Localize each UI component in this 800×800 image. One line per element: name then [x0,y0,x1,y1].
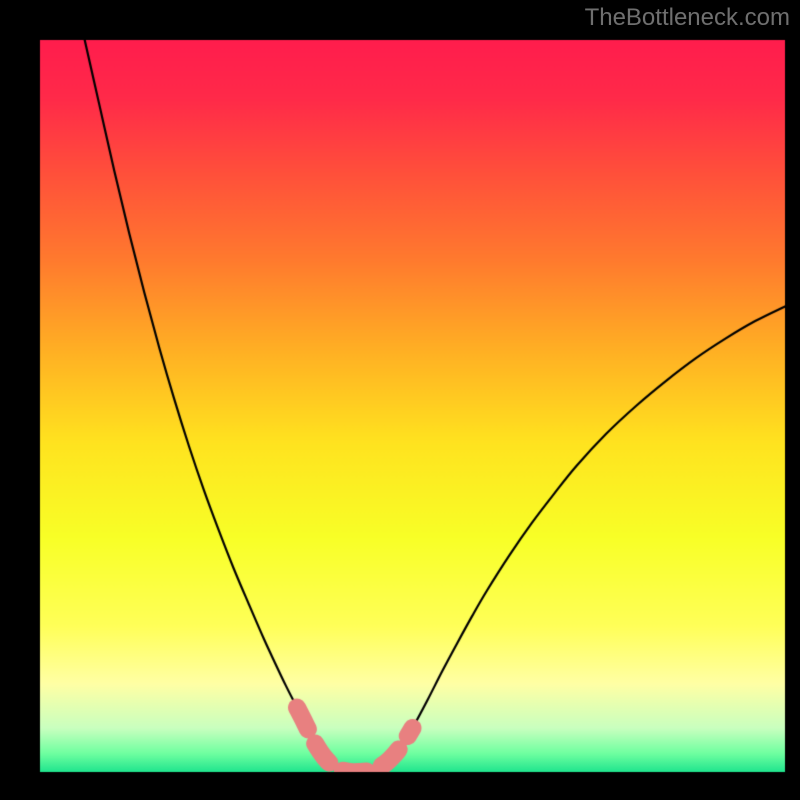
bottleneck-chart-canvas [0,0,800,800]
chart-stage: TheBottleneck.com [0,0,800,800]
watermark-text: TheBottleneck.com [585,4,790,32]
